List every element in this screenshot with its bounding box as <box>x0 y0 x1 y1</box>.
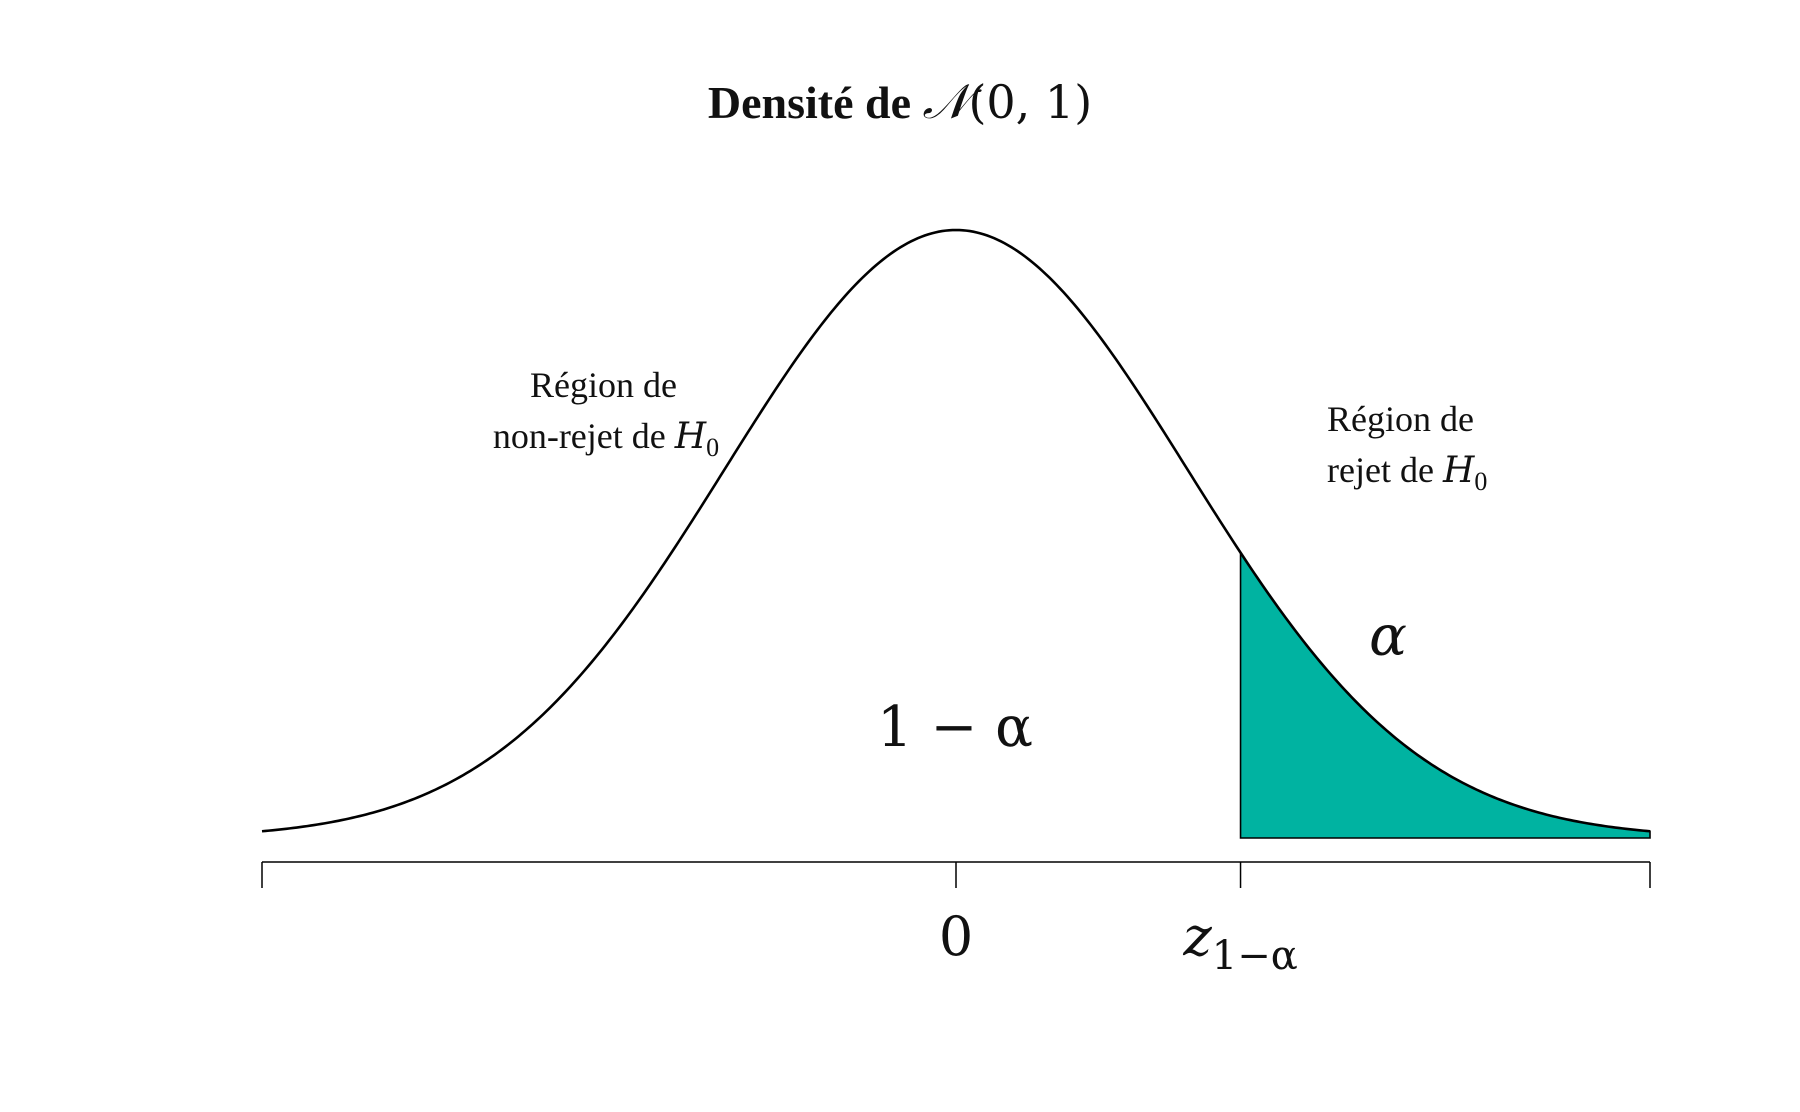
x-axis-ticks <box>261 862 1651 888</box>
annotation-reject-text: rejet de <box>1327 450 1443 490</box>
annotation-reject-hyp: H <box>1442 450 1475 491</box>
x-tick-label-critical: z1−α <box>1182 905 1297 979</box>
chart-title: Densité de 𝒩(0, 1) <box>708 74 1092 130</box>
annotation-reject: Région de rejet de H0 <box>1327 399 1487 496</box>
annotation-non-reject-line2: non-rejet de H0 <box>493 416 719 462</box>
annotation-non-reject-text: non-rejet de <box>493 416 675 456</box>
density-curve <box>261 228 1651 833</box>
annotation-non-reject: Région de non-rejet de H0 <box>493 365 719 462</box>
x-tick-label-critical-main: z <box>1182 905 1212 968</box>
annotation-non-reject-hyp-sub: 0 <box>706 433 719 462</box>
annotation-non-reject-hyp: H <box>674 416 707 457</box>
annotation-reject-hyp-sub: 0 <box>1474 467 1487 496</box>
rejection-region-area <box>1239 549 1651 839</box>
chart-title-text: Densité de <box>708 77 923 128</box>
chart-title-math-args: (0, 1) <box>968 75 1092 129</box>
area-label-alpha: α <box>1369 604 1407 669</box>
annotation-non-reject-line1: Région de <box>530 365 677 405</box>
annotation-reject-line1: Région de <box>1327 399 1474 439</box>
area-label-acceptance: 1 − α <box>877 695 1033 760</box>
x-tick-label-zero: 0 <box>939 905 973 968</box>
annotation-reject-line2: rejet de H0 <box>1327 450 1487 496</box>
x-tick-label-critical-sub: 1−α <box>1212 933 1298 979</box>
